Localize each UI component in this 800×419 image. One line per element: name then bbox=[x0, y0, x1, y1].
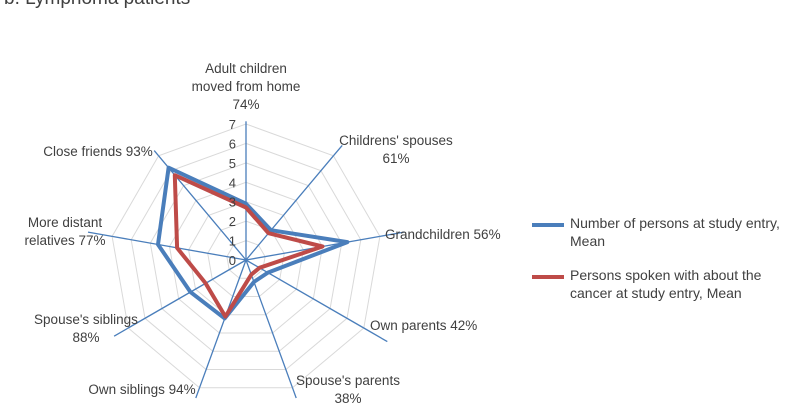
tick-label: 1 bbox=[229, 234, 236, 249]
category-label: Own parents 42% bbox=[370, 318, 477, 333]
axis-spoke-extension bbox=[379, 231, 405, 238]
tick-label: 0 bbox=[229, 253, 236, 268]
tick-label: 3 bbox=[229, 195, 236, 210]
tick-label: 5 bbox=[229, 156, 236, 171]
category-label: Spouse's siblings 88% bbox=[34, 312, 138, 345]
category-label: Own siblings 94% bbox=[88, 382, 195, 397]
legend-label: Number of persons at study entry, Mean bbox=[570, 215, 780, 249]
grid-ring bbox=[168, 181, 324, 334]
category-label: Spouse's parents 38% bbox=[296, 373, 400, 406]
axis-spoke-extension bbox=[87, 231, 113, 238]
radar-grid bbox=[111, 123, 381, 389]
tick-label: 2 bbox=[229, 214, 236, 229]
grid-ring bbox=[207, 220, 285, 297]
axis-spoke bbox=[245, 259, 365, 329]
category-label: Close friends 93% bbox=[43, 144, 153, 159]
tick-label: 6 bbox=[229, 136, 236, 151]
legend-item-1: Number of persons at study entry, Mean bbox=[532, 214, 800, 250]
chart-legend: Number of persons at study entry, Mean Per… bbox=[532, 214, 800, 318]
axis-spoke-extension bbox=[332, 144, 343, 157]
legend-item-2: Persons spoken with about the cancer at s… bbox=[532, 266, 800, 302]
series-line-1 bbox=[156, 165, 350, 321]
axis-spoke bbox=[127, 259, 247, 329]
category-label: Childrens' spouses 61% bbox=[339, 133, 453, 166]
category-label: Adult children moved from home 74% bbox=[192, 61, 301, 112]
axis-spoke bbox=[245, 155, 334, 261]
chart-title: b. Lymphoma patients bbox=[4, 0, 190, 10]
tick-label: 4 bbox=[229, 175, 236, 190]
axis-spoke-extension bbox=[195, 387, 201, 399]
grid-ring bbox=[149, 162, 343, 352]
axis-spoke-extension bbox=[291, 387, 297, 399]
legend-swatch bbox=[532, 223, 564, 227]
axis-spoke-extension bbox=[363, 327, 388, 343]
legend-swatch bbox=[532, 275, 564, 279]
series-line-2 bbox=[172, 173, 325, 319]
radar-spokes bbox=[87, 121, 405, 399]
radar-series bbox=[156, 165, 350, 321]
tick-label: 7 bbox=[229, 117, 236, 132]
axis-spoke bbox=[198, 259, 247, 389]
axis-spoke-extension bbox=[153, 150, 160, 157]
axis-spoke bbox=[158, 155, 247, 261]
grid-ring bbox=[111, 123, 381, 389]
radar-tick-labels: 0 1 2 3 4 5 6 7 bbox=[229, 117, 236, 268]
legend-label: Persons spoken with about the cancer at s… bbox=[570, 267, 762, 301]
category-label: More distant relatives 77% bbox=[24, 215, 105, 248]
grid-ring bbox=[130, 142, 362, 370]
axis-spoke bbox=[245, 259, 294, 389]
radar-category-labels: Adult children moved from home 74% Children… bbox=[24, 61, 500, 406]
category-label: Grandchildren 56% bbox=[385, 227, 501, 242]
axis-spoke-extension bbox=[113, 327, 129, 337]
grid-ring bbox=[226, 240, 266, 279]
